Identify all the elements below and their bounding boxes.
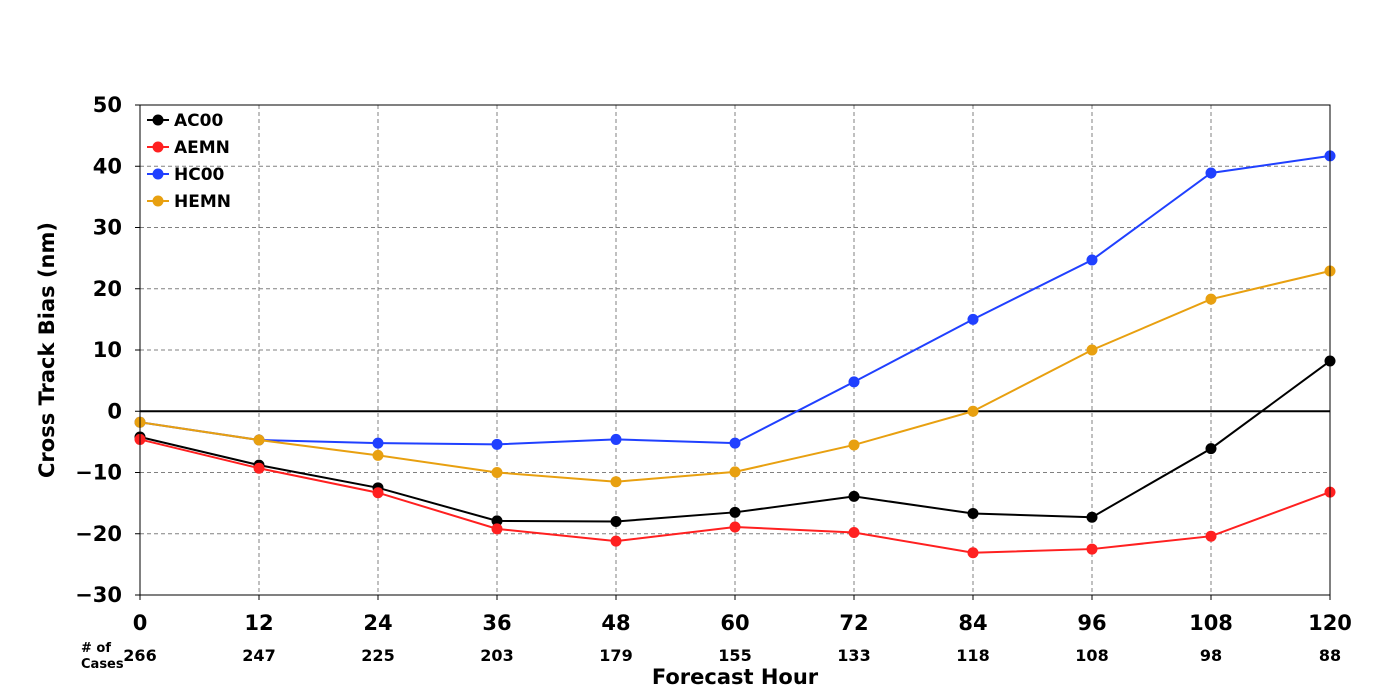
data-point-hc00	[967, 313, 979, 325]
data-point-ac00	[1205, 443, 1217, 455]
cases-title-line2: Cases	[81, 657, 124, 672]
data-point-ac00	[1086, 511, 1098, 523]
series-ac00	[134, 355, 1336, 527]
legend-label: AC00	[174, 111, 223, 131]
x-tick-label: 72	[839, 611, 868, 635]
data-point-ac00	[610, 516, 622, 527]
y-tick-label: −30	[75, 583, 122, 607]
data-point-hc00	[1086, 254, 1098, 266]
data-point-ac00	[967, 508, 979, 520]
x-tick-labels: 0 12 24 36 48 60 72 84 96 108 120	[133, 595, 1352, 635]
x-tick-label: 24	[363, 611, 392, 635]
cases-count: 155	[718, 646, 751, 665]
data-point-aemn	[372, 487, 384, 499]
data-point-aemn	[1086, 543, 1098, 555]
legend: AC00 AEMN HC00 HEMN	[147, 111, 231, 212]
x-tick-label: 108	[1189, 611, 1233, 635]
data-point-hemn	[848, 439, 860, 451]
data-point-hc00	[491, 438, 503, 450]
legend-label: AEMN	[174, 138, 230, 158]
legend-item-hemn: HEMN	[147, 192, 231, 212]
legend-swatch-marker	[152, 141, 164, 153]
y-tick-label: 40	[93, 154, 122, 178]
data-point-hemn	[491, 467, 503, 478]
x-tick-label: 0	[133, 611, 148, 635]
cases-title-line1: # of	[81, 641, 111, 656]
cases-count: 203	[480, 646, 513, 665]
cases-count: 179	[599, 646, 632, 665]
y-tick-label: 20	[93, 277, 122, 301]
legend-label: HC00	[174, 165, 225, 185]
cases-count: 98	[1200, 646, 1222, 665]
y-tick-label: 30	[93, 216, 122, 240]
cases-row: 266 247 225 203 179 155 133 118 108 98 88	[123, 646, 1341, 665]
x-axis-title: Forecast Hour	[652, 665, 819, 689]
data-point-hemn	[372, 449, 384, 461]
legend-swatch-marker	[152, 168, 164, 180]
legend-item-ac00: AC00	[147, 111, 223, 131]
data-point-hc00	[848, 376, 860, 388]
legend-label: HEMN	[174, 192, 231, 212]
data-point-aemn	[491, 523, 503, 535]
data-point-aemn	[848, 527, 860, 539]
y-tick-label: 10	[93, 338, 122, 362]
cases-count: 118	[956, 646, 989, 665]
data-point-hc00	[610, 433, 622, 445]
data-point-ac00	[491, 515, 503, 527]
data-point-hc00	[372, 437, 384, 449]
x-tick-label: 120	[1308, 611, 1352, 635]
legend-swatch-marker	[152, 195, 164, 207]
legend-item-aemn: AEMN	[147, 138, 230, 158]
cases-count: 225	[361, 646, 394, 665]
data-point-aemn	[967, 547, 979, 559]
cases-count: 247	[242, 646, 275, 665]
y-tick-label: 50	[93, 93, 122, 117]
data-point-hc00	[1205, 167, 1217, 179]
data-point-aemn	[729, 521, 741, 533]
y-axis-title: Cross Track Bias (nm)	[35, 222, 59, 478]
data-point-hemn	[967, 405, 979, 417]
grid-layer	[139, 104, 1331, 596]
y-tick-label: 0	[107, 399, 122, 423]
series-layer	[134, 150, 1336, 559]
x-tick-label: 96	[1077, 611, 1106, 635]
data-point-aemn	[610, 535, 622, 547]
data-point-hemn	[1086, 344, 1098, 356]
x-tick-label: 12	[244, 611, 273, 635]
data-point-aemn	[253, 462, 265, 474]
legend-swatch-marker	[152, 114, 164, 126]
data-point-hemn	[729, 466, 741, 478]
y-tick-labels: −30 −20 −10 0 10 20 30 40 50	[75, 93, 140, 607]
data-point-hemn	[1205, 293, 1217, 305]
y-tick-label: −20	[75, 522, 122, 546]
x-tick-label: 48	[601, 611, 630, 635]
cases-count: 108	[1075, 646, 1108, 665]
y-tick-label: −10	[75, 461, 122, 485]
data-point-ac00	[848, 490, 860, 502]
series-hc00	[134, 150, 1336, 450]
cases-count: 88	[1319, 646, 1341, 665]
series-aemn	[134, 433, 1336, 559]
x-tick-label: 36	[482, 611, 511, 635]
x-tick-label: 84	[958, 611, 987, 635]
data-point-hemn	[610, 476, 622, 488]
data-point-ac00	[729, 506, 741, 518]
cases-count: 266	[123, 646, 156, 665]
data-point-hc00	[729, 437, 741, 449]
legend-item-hc00: HC00	[147, 165, 225, 185]
data-point-hemn	[253, 434, 265, 446]
x-tick-label: 60	[720, 611, 749, 635]
series-hemn	[134, 265, 1336, 488]
data-point-aemn	[1205, 530, 1217, 542]
cases-count: 133	[837, 646, 870, 665]
